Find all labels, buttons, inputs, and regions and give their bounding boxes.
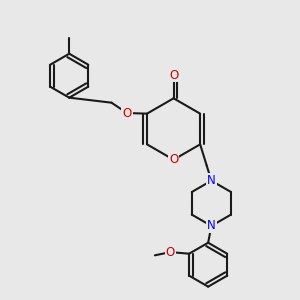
Text: N: N — [207, 174, 216, 187]
Text: N: N — [207, 219, 216, 232]
Text: O: O — [169, 68, 178, 82]
Text: O: O — [166, 246, 175, 259]
Text: O: O — [169, 153, 178, 166]
Text: O: O — [122, 106, 132, 119]
